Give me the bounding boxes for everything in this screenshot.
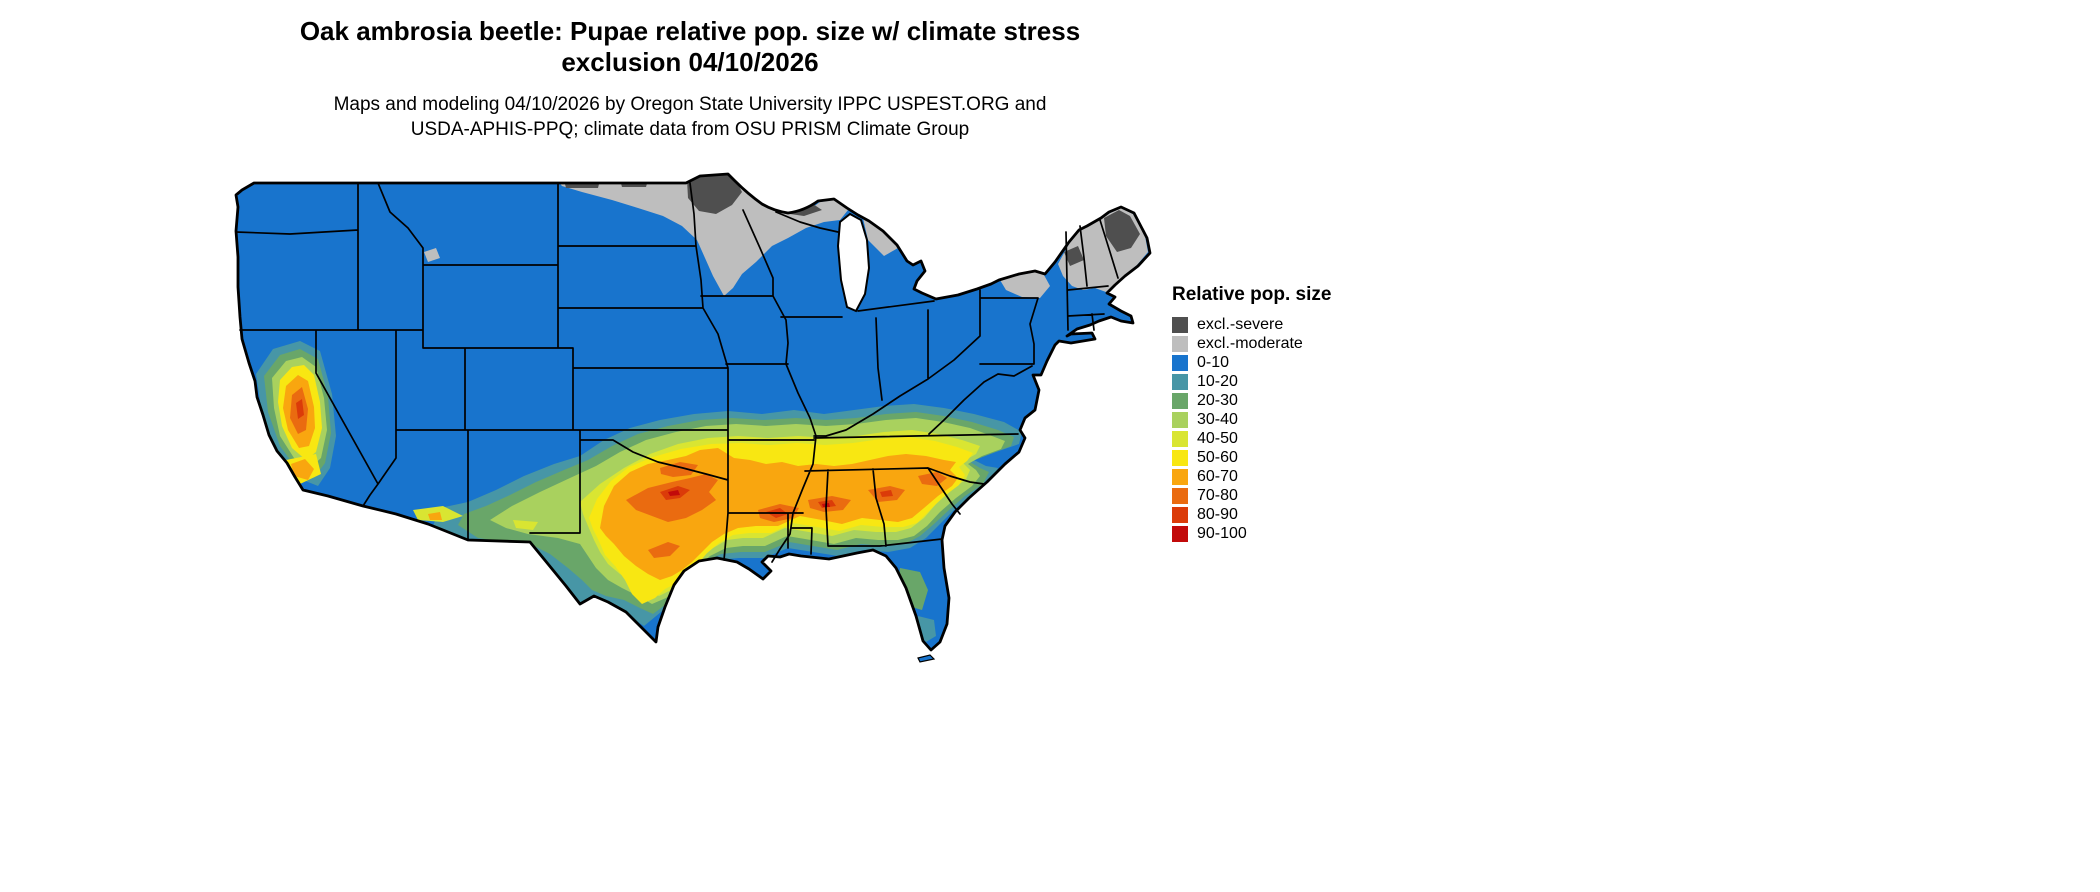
page-title-line2: exclusion 04/10/2026 [561,47,819,77]
legend-row: 80-90 [1172,505,1331,524]
legend-swatch-60-70 [1172,468,1188,485]
legend-label: 10-20 [1197,373,1238,390]
page-subtitle: Maps and modeling 04/10/2026 by Oregon S… [0,92,1380,142]
legend-label: 80-90 [1197,506,1238,523]
legend-row: 30-40 [1172,410,1331,429]
page-subtitle-line1: Maps and modeling 04/10/2026 by Oregon S… [333,94,1047,115]
legend-label: 40-50 [1197,430,1238,447]
legend-swatch-excl-moderate [1172,335,1188,352]
legend-swatch-80-90 [1172,506,1188,523]
legend-row: excl.-severe [1172,315,1331,334]
state-borders [235,182,1119,563]
legend-swatch-0-10 [1172,354,1188,371]
page-title-line1: Oak ambrosia beetle: Pupae relative pop.… [299,16,1081,46]
legend-row: 60-70 [1172,467,1331,486]
legend-swatch-90-100 [1172,525,1188,542]
page-subtitle-line2: USDA-APHIS-PPQ; climate data from OSU PR… [410,119,970,140]
lake-michigan [836,212,871,313]
florida-keys [917,654,936,663]
us-map-svg [234,172,1152,663]
legend-swatch-70-80 [1172,487,1188,504]
legend-row: excl.-moderate [1172,334,1331,353]
page-title: Oak ambrosia beetle: Pupae relative pop.… [0,16,1380,78]
legend-swatch-excl-severe [1172,316,1188,333]
legend-row: 10-20 [1172,372,1331,391]
legend-swatch-10-20 [1172,373,1188,390]
legend-row: 40-50 [1172,429,1331,448]
legend-row: 90-100 [1172,524,1331,543]
legend-title: Relative pop. size [1172,284,1332,305]
us-outline [234,172,1152,652]
legend-label: excl.-moderate [1197,335,1303,352]
legend-row: 50-60 [1172,448,1331,467]
map-legend: Relative pop. size excl.-severe excl.-mo… [1172,284,1331,543]
legend-row: 0-10 [1172,353,1331,372]
legend-label: 90-100 [1197,525,1247,542]
legend-swatch-20-30 [1172,392,1188,409]
legend-label: excl.-severe [1197,316,1284,333]
legend-swatch-30-40 [1172,411,1188,428]
legend-swatch-50-60 [1172,449,1188,466]
legend-label: 30-40 [1197,411,1238,428]
legend-label: 0-10 [1197,354,1230,371]
legend-label: 70-80 [1197,487,1238,504]
legend-label: 50-60 [1197,449,1238,466]
legend-row: 70-80 [1172,486,1331,505]
legend-label: 20-30 [1197,392,1238,409]
legend-label: 60-70 [1197,468,1238,485]
legend-swatch-40-50 [1172,430,1188,447]
us-map [228,168,1168,678]
legend-row: 20-30 [1172,391,1331,410]
